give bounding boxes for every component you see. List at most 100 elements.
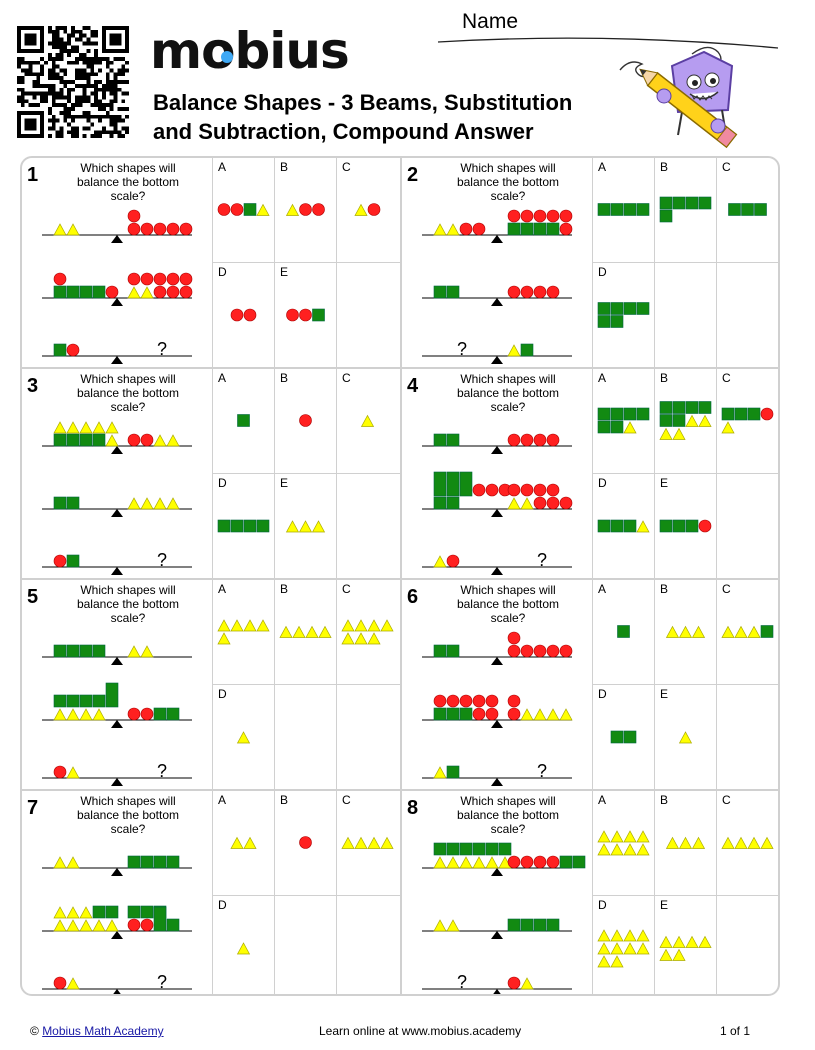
answer-label: B [660,793,669,807]
circle-shape [153,272,167,286]
answer-option-d[interactable]: D [592,473,654,578]
name-line[interactable] [436,30,781,60]
answer-option-d[interactable]: D [212,262,274,367]
answer-option-e[interactable]: E [654,684,716,789]
answer-option-b[interactable]: B [654,369,716,473]
triangle-shape [127,286,141,299]
square-shape [597,302,611,315]
square-shape [672,196,686,210]
balance-beams: ? [42,855,192,994]
answer-option-c[interactable]: C [716,791,778,895]
answer-option-d[interactable]: D [212,895,274,994]
square-shape [636,302,650,315]
answer-shapes [678,731,693,744]
answer-option-e[interactable]: E [654,895,716,994]
problem-6: 6 Which shapes will balance the bottom sc… [402,580,778,789]
circle-shape [140,918,154,932]
answer-option-b[interactable]: B [274,369,336,473]
answer-empty-cell [336,895,400,994]
triangle-shape [140,286,154,299]
triangle-shape [533,708,547,721]
question-text: Which shapes will balance the bottom sca… [456,583,560,625]
fulcrum [491,720,503,728]
answer-option-c[interactable]: C [336,158,400,262]
answer-option-d[interactable]: D [212,684,274,789]
answer-option-d[interactable]: D [212,473,274,578]
triangle-shape [105,421,119,434]
answer-option-a[interactable]: A [212,580,274,684]
triangle-shape [507,497,521,510]
qr-code [17,26,129,138]
circle-shape [446,554,460,568]
circle-shape [507,976,521,990]
square-shape [92,433,106,447]
answer-option-d[interactable]: D [592,684,654,789]
answer-option-b[interactable]: B [274,158,336,262]
answer-option-d[interactable]: D [592,262,654,367]
fulcrum [111,509,123,517]
triangle-shape [153,434,167,447]
square-shape [66,644,80,658]
mobius-academy-link[interactable]: Mobius Math Academy [42,1024,164,1038]
answer-option-b[interactable]: B [654,791,716,895]
answer-option-a[interactable]: A [592,158,654,262]
square-shape [446,285,460,299]
answer-option-c[interactable]: C [336,791,400,895]
triangle-shape [721,836,735,849]
copyright-symbol: © [30,1024,39,1038]
answer-option-c[interactable]: C [716,580,778,684]
triangle-shape [105,919,119,932]
answer-shapes [597,407,650,434]
answer-option-e[interactable]: E [274,473,336,578]
circle-shape [459,222,473,236]
answer-option-c[interactable]: C [716,369,778,473]
triangle-shape [243,836,257,849]
triangle-shape [433,919,447,932]
answer-option-b[interactable]: B [654,580,716,684]
triangle-shape [678,731,693,744]
answer-option-c[interactable]: C [716,158,778,262]
triangle-shape [79,919,93,932]
answer-option-b[interactable]: B [274,580,336,684]
answer-shapes [597,203,650,216]
fulcrum [491,235,503,243]
answer-option-b[interactable]: B [654,158,716,262]
answer-option-c[interactable]: C [336,369,400,473]
triangle-shape [360,414,375,427]
answer-option-a[interactable]: A [592,369,654,473]
answer-option-e[interactable]: E [654,473,716,578]
triangle-shape [256,203,270,216]
fulcrum [491,356,503,364]
square-shape [459,707,473,721]
triangle-shape [485,856,499,869]
answer-label: B [280,582,289,596]
fulcrum [111,778,123,786]
triangle-shape [66,856,80,869]
balance-beams: ? [42,209,193,364]
square-shape [636,407,650,421]
answer-option-a[interactable]: A [592,791,654,895]
answer-option-a[interactable]: A [212,158,274,262]
answer-option-a[interactable]: A [212,369,274,473]
answer-option-b[interactable]: B [274,791,336,895]
answer-option-e[interactable]: E [274,262,336,367]
answer-option-c[interactable]: C [336,580,400,684]
answer-label: B [660,582,669,596]
tall-square-shape [153,906,167,932]
triangle-shape [53,223,67,236]
answer-option-a[interactable]: A [592,580,654,684]
square-shape [446,842,460,856]
triangle-shape [747,625,761,638]
problem-2: 2 Which shapes will balance the bottom sc… [402,158,778,367]
name-label: Name [462,10,519,33]
triangle-shape [140,645,154,658]
answer-shapes [354,203,381,216]
circle-shape [507,694,521,708]
triangle-shape [610,955,624,968]
answer-option-a[interactable]: A [212,791,274,895]
circle-shape [472,707,486,721]
fulcrum [491,868,503,876]
answer-option-d[interactable]: D [592,895,654,994]
triangle-shape [623,421,637,434]
square-shape [92,644,106,658]
